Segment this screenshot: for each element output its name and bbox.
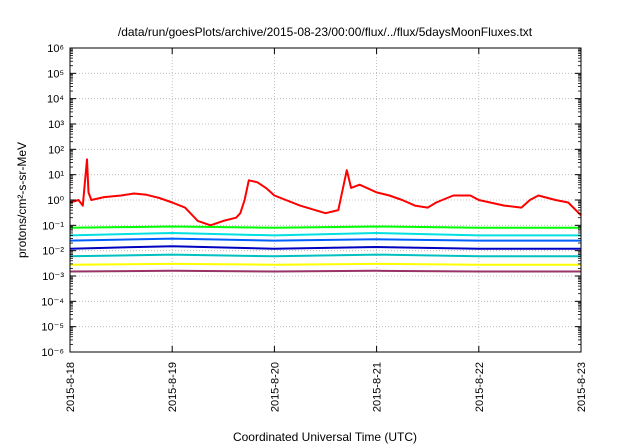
x-tick-label: 2015-8-23	[576, 362, 588, 412]
y-tick-label: 10¹	[48, 170, 64, 182]
chart-title: /data/run/goesPlots/archive/2015-08-23/0…	[118, 25, 533, 39]
y-axis-label: protons/cm²-s-sr-MeV	[15, 142, 29, 258]
y-tick-label: 10⁻¹	[42, 220, 64, 232]
x-tick-label: 2015-8-21	[372, 362, 384, 412]
series-line-8	[69, 269, 581, 273]
y-tick-label: 10⁰	[47, 195, 64, 207]
grid-lines	[70, 48, 581, 352]
series-line-5	[69, 245, 581, 250]
series-line-2	[69, 225, 581, 229]
y-tick-label: 10⁶	[47, 43, 64, 55]
x-tick-label: 2015-8-18	[65, 362, 77, 412]
x-tick-label: 2015-8-22	[474, 362, 486, 412]
x-axis-label: Coordinated Universal Time (UTC)	[233, 430, 417, 444]
series-line-6	[69, 253, 581, 258]
series-line-4	[69, 237, 581, 242]
series-line-1	[69, 158, 582, 227]
series-layer	[69, 158, 582, 273]
y-tick-label: 10⁻⁶	[41, 347, 64, 359]
y-tick-label: 10²	[48, 144, 64, 156]
y-tick-label: 10⁻⁵	[41, 322, 64, 334]
series-line-3	[69, 232, 581, 237]
axis-ticks: 10⁻⁶ 10⁻⁵ 10⁻⁴ 10⁻³ 10⁻² 10⁻¹ 10⁰ 10¹ 10² 10³ 10⁴ 1…	[41, 43, 588, 412]
x-tick-label: 2015-8-19	[167, 362, 179, 412]
x-tick-label: 2015-8-20	[269, 362, 281, 412]
y-tick-label: 10⁵	[47, 68, 64, 80]
y-tick-label: 10⁻³	[42, 271, 64, 283]
y-tick-label: 10⁻²	[42, 246, 64, 258]
series-line-7	[69, 262, 581, 266]
y-tick-label: 10⁻⁴	[41, 296, 64, 308]
y-tick-label: 10³	[48, 119, 64, 131]
y-tick-label: 10⁴	[47, 94, 64, 106]
